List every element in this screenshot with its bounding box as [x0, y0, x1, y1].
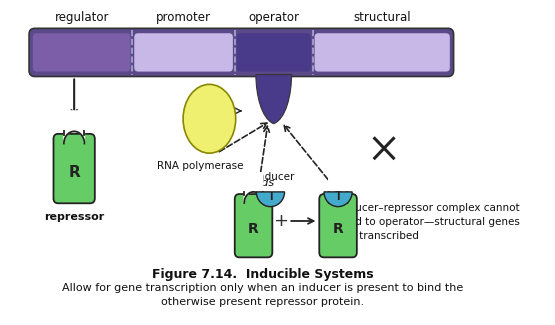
Text: +: + — [273, 212, 288, 230]
FancyBboxPatch shape — [33, 33, 130, 72]
FancyBboxPatch shape — [29, 28, 453, 76]
PathPatch shape — [256, 74, 291, 124]
Polygon shape — [64, 111, 84, 144]
FancyBboxPatch shape — [315, 33, 450, 72]
Text: structural: structural — [354, 11, 411, 24]
Text: I: I — [336, 192, 340, 202]
FancyBboxPatch shape — [319, 194, 357, 257]
Text: regulator: regulator — [54, 11, 109, 24]
FancyBboxPatch shape — [235, 194, 273, 257]
Wedge shape — [256, 192, 285, 207]
Polygon shape — [244, 173, 263, 203]
Text: RNA polymerase: RNA polymerase — [157, 161, 243, 171]
Text: repressor: repressor — [44, 212, 104, 222]
Text: promoter: promoter — [156, 11, 211, 24]
Text: R: R — [248, 222, 259, 236]
Text: R: R — [68, 164, 80, 179]
Text: inducer: inducer — [255, 172, 294, 182]
Text: binds: binds — [245, 177, 275, 188]
FancyBboxPatch shape — [53, 134, 95, 203]
Text: I: I — [269, 192, 272, 202]
Text: Allow for gene transcription only when an inducer is present to bind the
otherwi: Allow for gene transcription only when a… — [62, 283, 463, 306]
Ellipse shape — [183, 84, 236, 153]
Text: inducer–repressor complex cannot
bind to operator—structural genes
are transcrib: inducer–repressor complex cannot bind to… — [339, 203, 520, 241]
Text: Figure 7.14.  Inducible Systems: Figure 7.14. Inducible Systems — [152, 268, 374, 281]
Wedge shape — [324, 192, 352, 207]
Text: operator: operator — [248, 11, 299, 24]
Polygon shape — [329, 173, 347, 203]
Text: R: R — [332, 222, 344, 236]
FancyBboxPatch shape — [134, 33, 233, 72]
FancyBboxPatch shape — [236, 33, 311, 72]
